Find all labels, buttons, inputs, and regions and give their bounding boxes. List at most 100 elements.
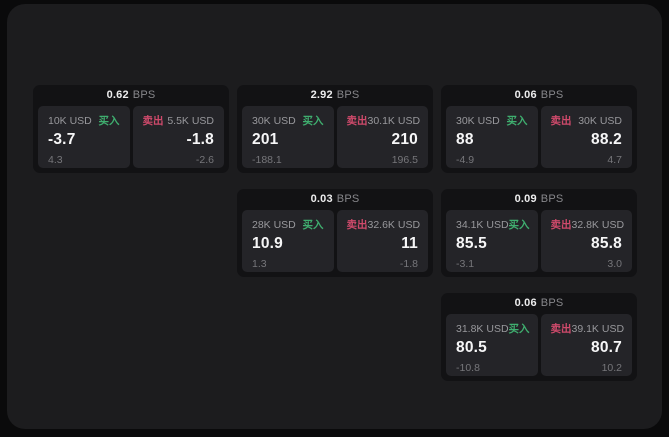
bps-unit-label: BPS [540,89,564,101]
sell-side-label: 卖出 [346,115,368,127]
buy-notional: 30K USD [456,115,500,127]
sell-notional: 5.5K USD [167,115,214,127]
sell-panel-top: 卖出 32.8K USD [550,217,625,232]
sell-notional: 30.1K USD [367,115,421,127]
bps-value: 0.62 [106,89,129,101]
sell-side-label: 卖出 [550,219,572,231]
quote-card[interactable]: 0.03 BPS 28K USD 买入 10.9 1.3 卖出 32.6K US… [237,189,433,277]
card-header: 0.06 BPS [441,293,637,314]
sell-price: -1.8 [186,131,214,148]
sell-quote-panel[interactable]: 卖出 39.1K USD 80.7 10.2 [540,314,632,376]
buy-panel-top: 30K USD 买入 [252,113,324,128]
quotes-board-panel: 0.62 BPS 10K USD 买入 -3.7 4.3 卖出 5.5K USD… [7,4,662,429]
sell-delta: -1.8 [399,258,418,270]
sell-quote-panel[interactable]: 卖出 32.6K USD 11 -1.8 [336,210,428,272]
buy-quote-panel[interactable]: 31.8K USD 买入 80.5 -10.8 [446,314,538,376]
buy-notional: 34.1K USD [456,219,509,231]
sell-side-label: 卖出 [550,323,572,335]
buy-notional: 31.8K USD [456,323,509,335]
card-header: 0.62 BPS [33,85,229,106]
quotes-grid: 0.62 BPS 10K USD 买入 -3.7 4.3 卖出 5.5K USD… [33,85,637,381]
sell-delta: 3.0 [607,258,622,270]
sell-notional: 39.1K USD [571,323,625,335]
sell-panel-top: 卖出 30.1K USD [346,113,421,128]
buy-notional: 30K USD [252,115,296,127]
buy-panel-top: 28K USD 买入 [252,217,324,232]
card-header: 0.06 BPS [441,85,637,106]
buy-price: -3.7 [48,131,76,148]
buy-delta: 4.3 [48,154,63,166]
sell-quote-panel[interactable]: 卖出 30.1K USD 210 196.5 [336,106,428,168]
bps-value: 0.06 [514,297,537,309]
buy-price: 80.5 [456,339,487,356]
card-body: 10K USD 买入 -3.7 4.3 卖出 5.5K USD -1.8 -2.… [33,106,229,173]
sell-quote-panel[interactable]: 卖出 32.8K USD 85.8 3.0 [540,210,632,272]
quote-card[interactable]: 0.62 BPS 10K USD 买入 -3.7 4.3 卖出 5.5K USD… [33,85,229,173]
card-body: 30K USD 买入 201 -188.1 卖出 30.1K USD 210 1… [237,106,433,173]
buy-side-label: 买入 [506,115,528,127]
bps-unit-label: BPS [132,89,156,101]
sell-panel-top: 卖出 30K USD [551,113,623,128]
quote-card[interactable]: 0.06 BPS 31.8K USD 买入 80.5 -10.8 卖出 39.1… [441,293,637,381]
sell-price: 11 [401,235,418,252]
buy-notional: 28K USD [252,219,296,231]
bps-value: 0.09 [514,193,537,205]
sell-notional: 30K USD [578,115,622,127]
bps-unit-label: BPS [540,193,564,205]
sell-delta: -2.6 [195,154,214,166]
sell-price: 88.2 [591,131,622,148]
buy-price: 10.9 [252,235,283,252]
quote-card[interactable]: 0.06 BPS 30K USD 买入 88 -4.9 卖出 30K USD 8… [441,85,637,173]
sell-delta: 10.2 [601,362,622,374]
buy-notional: 10K USD [48,115,92,127]
card-header: 2.92 BPS [237,85,433,106]
card-header: 0.09 BPS [441,189,637,210]
sell-price: 80.7 [591,339,622,356]
buy-quote-panel[interactable]: 30K USD 买入 88 -4.9 [446,106,538,168]
buy-side-label: 买入 [508,323,530,335]
bps-value: 0.06 [514,89,537,101]
bps-unit-label: BPS [336,89,360,101]
bps-unit-label: BPS [540,297,564,309]
card-body: 30K USD 买入 88 -4.9 卖出 30K USD 88.2 4.7 [441,106,637,173]
buy-quote-panel[interactable]: 10K USD 买入 -3.7 4.3 [38,106,130,168]
buy-delta: -3.1 [456,258,475,270]
sell-panel-top: 卖出 5.5K USD [143,113,215,128]
buy-side-label: 买入 [302,219,324,231]
bps-value: 2.92 [310,89,333,101]
buy-price: 88 [456,131,474,148]
buy-price: 201 [252,131,279,148]
bps-value: 0.03 [310,193,333,205]
sell-quote-panel[interactable]: 卖出 30K USD 88.2 4.7 [540,106,632,168]
buy-delta: 1.3 [252,258,267,270]
sell-side-label: 卖出 [142,115,164,127]
buy-quote-panel[interactable]: 30K USD 买入 201 -188.1 [242,106,334,168]
sell-delta: 196.5 [391,154,418,166]
buy-quote-panel[interactable]: 28K USD 买入 10.9 1.3 [242,210,334,272]
sell-side-label: 卖出 [550,115,572,127]
buy-delta: -188.1 [252,154,282,166]
sell-delta: 4.7 [607,154,622,166]
bps-unit-label: BPS [336,193,360,205]
sell-notional: 32.6K USD [367,219,421,231]
card-body: 34.1K USD 买入 85.5 -3.1 卖出 32.8K USD 85.8… [441,210,637,277]
sell-quote-panel[interactable]: 卖出 5.5K USD -1.8 -2.6 [132,106,224,168]
quote-card[interactable]: 2.92 BPS 30K USD 买入 201 -188.1 卖出 30.1K … [237,85,433,173]
buy-price: 85.5 [456,235,487,252]
buy-side-label: 买入 [508,219,530,231]
card-body: 31.8K USD 买入 80.5 -10.8 卖出 39.1K USD 80.… [441,314,637,381]
sell-panel-top: 卖出 39.1K USD [550,321,625,336]
sell-panel-top: 卖出 32.6K USD [346,217,421,232]
quote-card[interactable]: 0.09 BPS 34.1K USD 买入 85.5 -3.1 卖出 32.8K… [441,189,637,277]
card-body: 28K USD 买入 10.9 1.3 卖出 32.6K USD 11 -1.8 [237,210,433,277]
buy-quote-panel[interactable]: 34.1K USD 买入 85.5 -3.1 [446,210,538,272]
card-header: 0.03 BPS [237,189,433,210]
buy-panel-top: 30K USD 买入 [456,113,528,128]
sell-side-label: 卖出 [346,219,368,231]
buy-delta: -10.8 [456,362,480,374]
sell-price: 210 [391,131,418,148]
buy-delta: -4.9 [456,154,475,166]
sell-notional: 32.8K USD [571,219,625,231]
buy-panel-top: 31.8K USD 买入 [456,321,530,336]
buy-panel-top: 34.1K USD 买入 [456,217,530,232]
